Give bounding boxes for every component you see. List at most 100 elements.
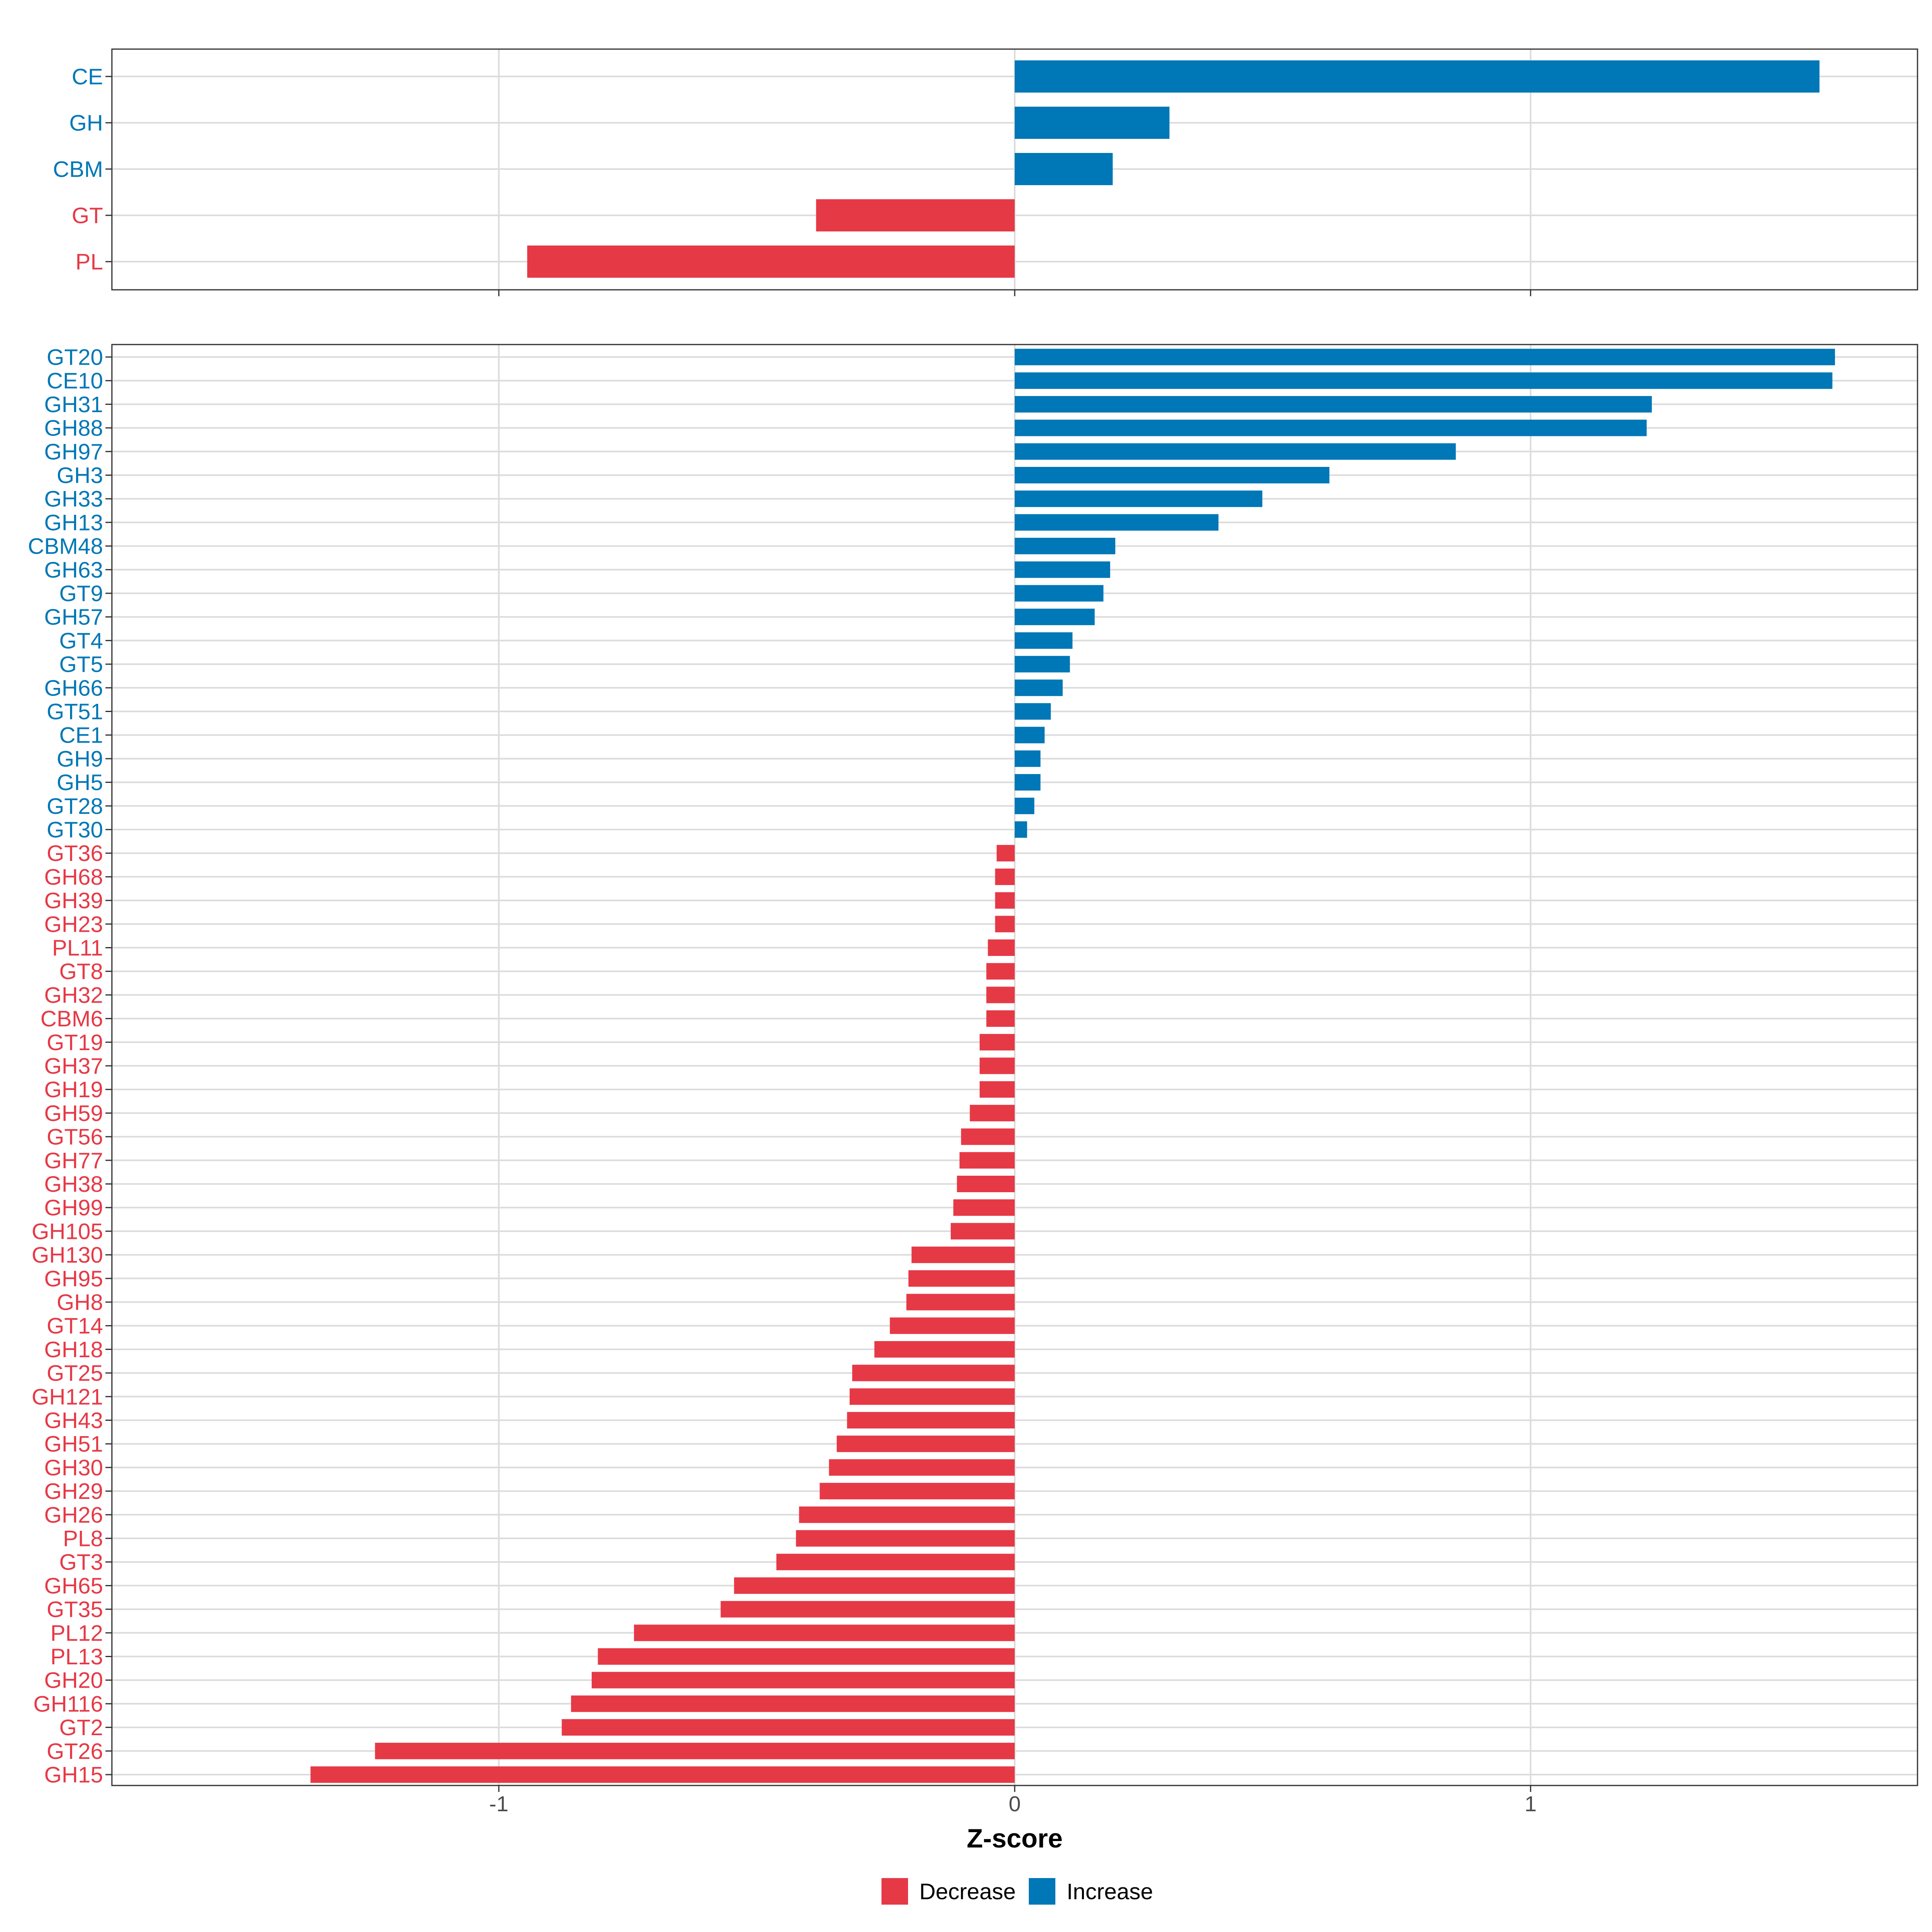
- fam-bar-gh13: [1015, 514, 1219, 531]
- fam-bar-gh43: [847, 1412, 1015, 1428]
- fam-bar-gt9: [1015, 585, 1104, 602]
- legend-swatch-decrease: [881, 1878, 908, 1905]
- fam-ylabel-gh31: GH31: [44, 392, 103, 417]
- x-tick-label: 0: [1009, 1792, 1021, 1816]
- fam-bar-gt20: [1015, 349, 1835, 365]
- fam-ylabel-pl12: PL12: [50, 1620, 103, 1645]
- fam-ylabel-gt30: GT30: [47, 817, 103, 842]
- x-axis-title: Z-score: [967, 1823, 1063, 1853]
- fam-ylabel-gt5: GT5: [59, 652, 103, 677]
- fam-bar-gh39: [995, 892, 1015, 909]
- fam-bar-gh30: [829, 1459, 1015, 1476]
- fam-bar-gh97: [1015, 443, 1456, 460]
- legend-label-increase: Increase: [1067, 1879, 1153, 1904]
- fam-ylabel-gh66: GH66: [44, 675, 103, 700]
- cat-bar-cbm: [1015, 153, 1113, 185]
- fam-bar-gh26: [799, 1506, 1015, 1523]
- fam-ylabel-gt26: GT26: [47, 1738, 103, 1764]
- fam-ylabel-gt35: GT35: [47, 1597, 103, 1622]
- fam-ylabel-gh19: GH19: [44, 1077, 103, 1102]
- fam-bar-gh99: [953, 1199, 1015, 1216]
- fam-ylabel-gt28: GT28: [47, 793, 103, 819]
- fam-ylabel-gh37: GH37: [44, 1053, 103, 1079]
- fam-ylabel-gh51: GH51: [44, 1431, 103, 1457]
- fam-ylabel-gt36: GT36: [47, 840, 103, 866]
- fam-bar-gh18: [874, 1341, 1015, 1358]
- fam-bar-gh105: [951, 1223, 1015, 1240]
- fam-bar-gt4: [1015, 632, 1073, 649]
- fam-bar-gt25: [852, 1364, 1015, 1381]
- fam-bar-gt30: [1015, 821, 1027, 838]
- fam-ylabel-gh18: GH18: [44, 1337, 103, 1362]
- fam-ylabel-gh97: GH97: [44, 439, 103, 464]
- fam-bar-gh9: [1015, 750, 1041, 767]
- fam-ylabel-cbm48: CBM48: [28, 533, 103, 559]
- fam-bar-gh77: [959, 1152, 1015, 1169]
- fam-bar-gt35: [720, 1601, 1015, 1618]
- fam-ylabel-gh39: GH39: [44, 888, 103, 913]
- fam-ylabel-gh20: GH20: [44, 1668, 103, 1693]
- fam-ylabel-gt2: GT2: [59, 1715, 103, 1740]
- fam-bar-gh130: [911, 1247, 1015, 1263]
- fam-bar-gh15: [310, 1766, 1015, 1783]
- fam-ylabel-gh121: GH121: [32, 1384, 103, 1409]
- fam-bar-cbm48: [1015, 538, 1115, 555]
- x-tick-label: -1: [489, 1792, 508, 1816]
- fam-ylabel-pl8: PL8: [63, 1526, 103, 1551]
- fam-bar-gh3: [1015, 467, 1329, 483]
- fam-ylabel-gh59: GH59: [44, 1100, 103, 1126]
- fam-bar-gh19: [979, 1081, 1015, 1098]
- fam-ylabel-gh29: GH29: [44, 1478, 103, 1504]
- fam-bar-gh38: [957, 1176, 1015, 1192]
- fam-ylabel-gt25: GT25: [47, 1360, 103, 1386]
- fam-ylabel-gt4: GT4: [59, 628, 103, 653]
- cat-ylabel-ce: CE: [72, 64, 103, 89]
- fam-ylabel-gh3: GH3: [57, 462, 103, 488]
- fam-ylabel-gh88: GH88: [44, 415, 103, 441]
- cat-bar-ce: [1015, 60, 1820, 93]
- fam-ylabel-gh33: GH33: [44, 486, 103, 512]
- family-panel: GT20CE10GH31GH88GH97GH3GH33GH13CBM48GH63…: [28, 344, 1918, 1792]
- fam-bar-gt8: [986, 963, 1015, 980]
- fam-bar-pl13: [598, 1648, 1015, 1665]
- fam-ylabel-gh68: GH68: [44, 864, 103, 890]
- fam-ylabel-gh26: GH26: [44, 1502, 103, 1527]
- category-panel: CE GH CBM GT PL: [53, 48, 1918, 296]
- fam-ylabel-ce1: CE1: [59, 722, 103, 748]
- cat-bar-gt: [816, 199, 1015, 231]
- fam-ylabel-gh9: GH9: [57, 746, 103, 771]
- fam-bar-gh51: [836, 1435, 1015, 1452]
- fam-bar-gh68: [995, 868, 1015, 885]
- fam-ylabel-gh32: GH32: [44, 982, 103, 1007]
- fam-bar-gh33: [1015, 490, 1263, 507]
- fam-bar-gt28: [1015, 797, 1034, 814]
- fam-ylabel-gh65: GH65: [44, 1573, 103, 1598]
- cat-ylabel-pl: PL: [76, 249, 103, 275]
- fam-ylabel-pl11: PL11: [52, 935, 103, 960]
- cat-ylabel-cbm: CBM: [53, 157, 103, 182]
- fam-bar-gh121: [849, 1388, 1015, 1405]
- fam-bar-gh31: [1015, 396, 1652, 413]
- fam-bar-gh88: [1015, 419, 1647, 436]
- fam-bar-gh95: [908, 1270, 1015, 1287]
- fam-ylabel-gh57: GH57: [44, 604, 103, 630]
- fam-ylabel-gh8: GH8: [57, 1290, 103, 1315]
- fam-ylabel-gt9: GT9: [59, 581, 103, 606]
- fam-ylabel-gt14: GT14: [47, 1313, 103, 1338]
- fam-bar-gt56: [961, 1128, 1015, 1145]
- fam-bar-gt14: [890, 1317, 1015, 1334]
- cat-ylabel-gt: GT: [72, 203, 103, 228]
- fam-bar-gt51: [1015, 703, 1051, 720]
- fam-bar-gh8: [906, 1294, 1015, 1311]
- fam-ylabel-gh130: GH130: [32, 1242, 103, 1267]
- fam-ylabel-gt3: GT3: [59, 1549, 103, 1575]
- fam-bar-gt2: [561, 1719, 1015, 1736]
- fam-bar-gh63: [1015, 561, 1110, 578]
- cat-bar-pl: [527, 246, 1015, 278]
- fam-ylabel-ce10: CE10: [47, 368, 103, 393]
- fam-ylabel-pl13: PL13: [50, 1644, 103, 1669]
- fam-ylabel-gh116: GH116: [33, 1691, 103, 1716]
- fam-bar-gh5: [1015, 774, 1041, 791]
- fam-ylabel-gh77: GH77: [44, 1148, 103, 1173]
